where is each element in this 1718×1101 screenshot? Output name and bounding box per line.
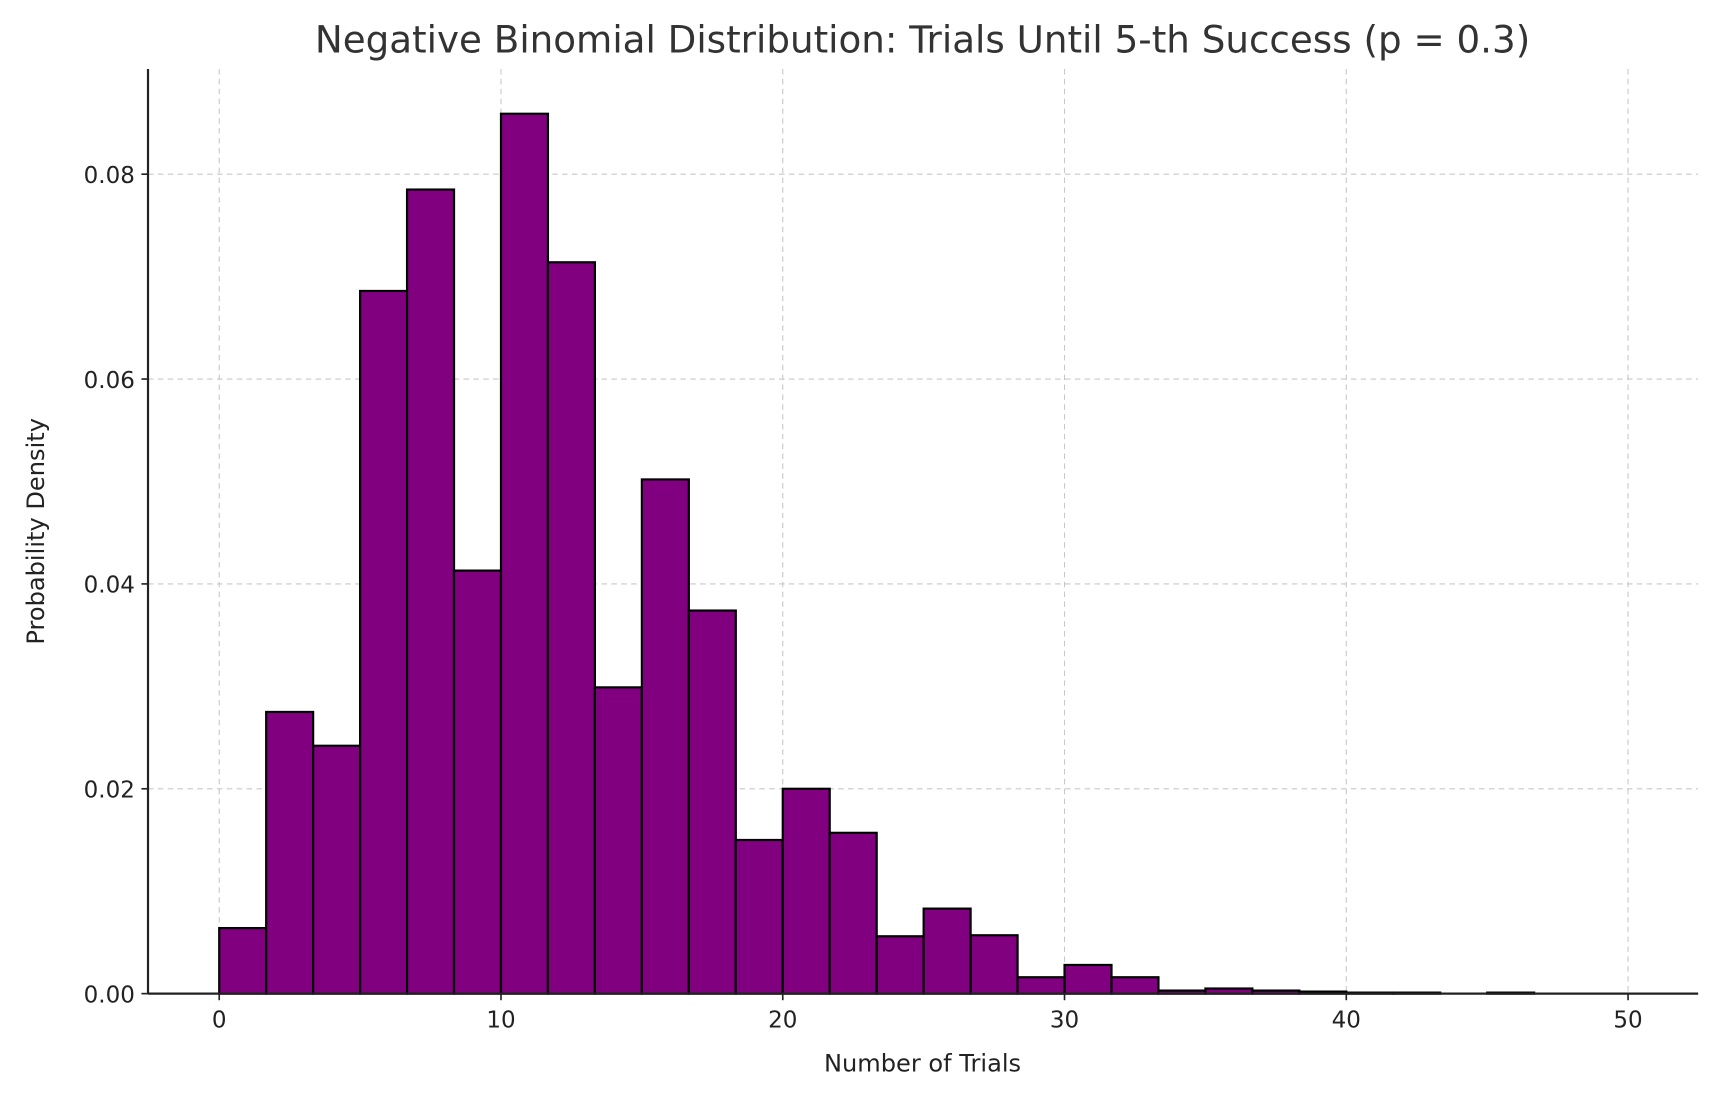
x-tick-label: 30 [1050, 1008, 1079, 1034]
x-tick-label: 0 [212, 1008, 227, 1034]
histogram-bar [1016, 976, 1066, 995]
histogram-bar [265, 710, 315, 995]
x-tick-label: 20 [768, 1008, 797, 1034]
histogram-bar [640, 478, 690, 995]
histogram-bar [312, 744, 362, 995]
y-tick-label: 0.08 [84, 163, 135, 189]
histogram-bar [781, 787, 831, 995]
y-tick-label: 0.02 [84, 778, 135, 804]
histogram-bar [1063, 963, 1113, 995]
histogram-bar [922, 907, 972, 995]
histogram-bar [405, 188, 456, 995]
histogram-bar [828, 831, 878, 995]
bars [218, 112, 1536, 995]
histogram-bar [593, 686, 643, 995]
axes [146, 69, 1699, 995]
histogram-bar [734, 838, 784, 995]
histogram-bar [359, 289, 409, 995]
x-tick-label: 50 [1613, 1008, 1642, 1034]
x-tick-label: 40 [1332, 1008, 1361, 1034]
y-tick-label: 0.06 [84, 368, 135, 394]
x-tick-label: 10 [486, 1008, 515, 1034]
histogram-bar [499, 112, 550, 995]
ticks: 0 10 20 30 40 50 0.00 0.02 0.04 0.06 0.08 [84, 163, 1643, 1034]
y-tick-label: 0.04 [84, 573, 135, 599]
histogram-bar [546, 261, 597, 995]
y-axis-label: Probability Density [22, 418, 50, 645]
histogram-bar [969, 934, 1019, 995]
histogram-bar [875, 935, 925, 995]
histogram-bar [218, 926, 268, 995]
histogram-bar [687, 609, 737, 995]
chart-title: Negative Binomial Distribution: Trials U… [315, 18, 1530, 62]
histogram-bar [452, 569, 503, 995]
y-tick-label: 0.00 [84, 982, 135, 1008]
histogram-bar [1110, 976, 1160, 995]
x-axis-label: Number of Trials [824, 1049, 1021, 1077]
